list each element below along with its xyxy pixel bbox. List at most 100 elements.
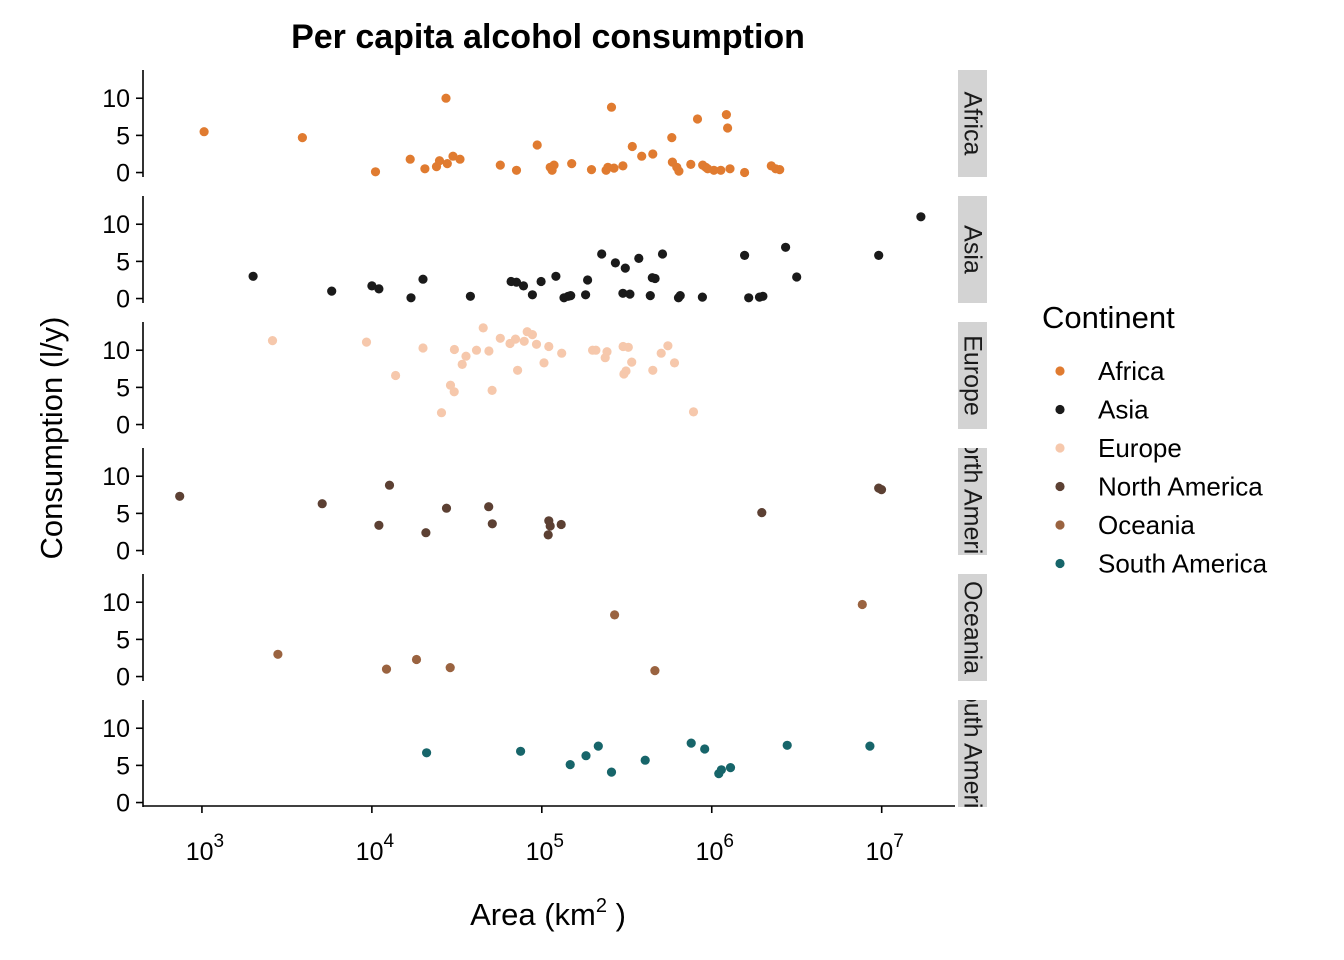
data-point (442, 159, 452, 169)
data-point (725, 763, 736, 773)
legend-item: North America (1055, 472, 1263, 502)
facet-panels: 0 5 10 Africa 0 5 10 Asia 0 5 10 Europe 0 5 10 North Am… (102, 70, 987, 818)
data-point (566, 291, 576, 301)
facet-strip (958, 322, 987, 429)
data-point (627, 141, 637, 152)
data-point (367, 281, 377, 291)
data-point (744, 293, 754, 303)
data-point (381, 664, 392, 674)
data-point (621, 366, 631, 376)
legend-label: Africa (1098, 356, 1165, 386)
data-point (606, 767, 617, 777)
data-point (645, 291, 655, 301)
data-point (586, 165, 597, 175)
x-tick-label: 106 (696, 831, 734, 866)
data-point (627, 357, 637, 367)
data-point (723, 123, 733, 133)
data-point (618, 288, 628, 298)
y-tick-label: 5 (116, 248, 130, 276)
data-point (581, 751, 591, 761)
data-point (436, 408, 447, 418)
y-tick-label: 10 (102, 463, 130, 491)
data-point (916, 212, 926, 222)
data-point (273, 649, 283, 659)
data-point (758, 291, 768, 301)
data-point (781, 242, 791, 252)
data-point (495, 160, 505, 170)
data-point (700, 744, 710, 754)
data-point (650, 666, 660, 676)
data-point (441, 93, 451, 103)
data-point (656, 348, 666, 358)
data-point (441, 503, 452, 513)
legend-item: Asia (1055, 395, 1149, 425)
data-point (461, 351, 471, 361)
data-point (688, 407, 699, 417)
data-point (406, 293, 416, 303)
legend-key (1055, 481, 1065, 492)
data-point (610, 258, 621, 268)
y-tick-label: 0 (116, 286, 130, 314)
data-point (640, 755, 650, 765)
data-point (374, 284, 384, 294)
facet-strip-label: Europe (959, 335, 987, 416)
x-tick-label: 107 (865, 831, 903, 866)
data-point (487, 385, 497, 395)
data-point (545, 521, 555, 531)
data-point (740, 250, 750, 260)
panel-asia: 0 5 10 Asia (102, 196, 987, 314)
data-point (581, 290, 591, 300)
data-point (434, 156, 445, 166)
data-point (757, 507, 767, 518)
data-point (465, 291, 475, 301)
data-point (248, 271, 258, 281)
data-point (391, 370, 401, 381)
data-point (593, 741, 603, 751)
data-point (725, 164, 735, 174)
facet-strip (958, 70, 987, 177)
facet-strip (958, 700, 987, 807)
data-point (602, 347, 612, 357)
y-tick-label: 5 (116, 122, 130, 150)
data-point (478, 323, 488, 333)
panel-south-america: 0 5 10 South America (102, 700, 987, 818)
data-point (686, 738, 696, 748)
data-point (421, 528, 431, 538)
data-point (667, 133, 677, 143)
y-axis-title: Consumption (l/y) (34, 317, 69, 560)
legend-label: Oceania (1098, 510, 1195, 540)
data-point (516, 746, 526, 756)
y-tick-label: 10 (102, 211, 130, 239)
data-point (740, 167, 750, 178)
data-point (606, 102, 617, 112)
data-point (637, 151, 647, 161)
data-point (697, 292, 708, 302)
legend-label: South America (1098, 549, 1268, 579)
data-point (422, 748, 432, 758)
data-point (297, 133, 307, 143)
data-point (527, 330, 538, 340)
x-tick-label: 105 (526, 831, 564, 866)
legend-key (1055, 520, 1065, 530)
data-point (175, 491, 185, 501)
data-point (531, 339, 542, 349)
data-point (874, 250, 884, 260)
y-tick-label: 10 (102, 85, 130, 113)
facet-strip (958, 196, 987, 303)
data-point (591, 345, 601, 355)
legend: Continent Africa Asia Europe North America Oc… (1042, 300, 1268, 579)
data-point (536, 276, 546, 287)
data-point (418, 274, 428, 284)
y-tick-label: 10 (102, 589, 130, 617)
data-point (384, 480, 395, 490)
x-tick-label: 104 (356, 831, 395, 866)
data-point (543, 530, 553, 540)
data-point (623, 342, 633, 352)
data-point (721, 110, 732, 120)
data-point (716, 165, 726, 175)
data-point (625, 289, 635, 299)
data-point (648, 149, 658, 159)
data-point (449, 344, 459, 355)
data-point (518, 281, 529, 291)
facet-strip (958, 448, 987, 555)
